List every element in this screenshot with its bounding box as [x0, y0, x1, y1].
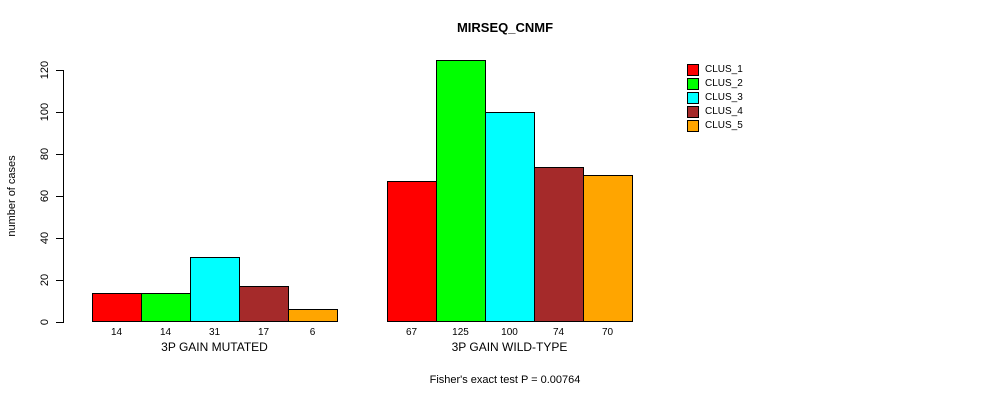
y-tick — [56, 280, 63, 281]
legend-label-clus_4: CLUS_4 — [705, 106, 743, 117]
legend-swatch-clus_4 — [687, 106, 699, 118]
bar-value-label: 6 — [309, 327, 316, 338]
y-tick — [56, 112, 63, 113]
bar-clus_5 — [288, 309, 338, 322]
footnote-pvalue: Fisher's exact test P = 0.00764 — [429, 374, 581, 386]
y-tick-label: 20 — [39, 273, 51, 287]
bar-value-label: 70 — [601, 327, 614, 338]
chart-title: MIRSEQ_CNMF — [456, 20, 554, 35]
y-tick-label: 100 — [39, 102, 51, 122]
legend-swatch-clus_3 — [687, 92, 699, 104]
y-tick — [56, 238, 63, 239]
x-group-label: 3P GAIN WILD-TYPE — [451, 340, 568, 354]
y-tick-label: 60 — [39, 189, 51, 203]
y-axis-label: number of cases — [6, 155, 18, 237]
bar-clus_1 — [387, 181, 437, 322]
y-tick-label: 40 — [39, 231, 51, 245]
bar-value-label: 14 — [110, 327, 123, 338]
y-tick-label: 120 — [39, 60, 51, 80]
bar-clus_4 — [239, 286, 289, 322]
bar-value-label: 67 — [405, 327, 418, 338]
legend-swatch-clus_5 — [687, 120, 699, 132]
legend-label-clus_2: CLUS_2 — [705, 78, 743, 89]
legend-label-clus_1: CLUS_1 — [705, 64, 743, 75]
legend-label-clus_5: CLUS_5 — [705, 120, 743, 131]
bar-value-label: 31 — [208, 327, 221, 338]
bar-clus_3 — [485, 112, 535, 322]
bar-clus_3 — [190, 256, 240, 322]
y-tick-label: 0 — [39, 318, 51, 326]
bar-value-label: 100 — [501, 327, 518, 338]
bar-value-label: 125 — [452, 327, 469, 338]
legend-swatch-clus_1 — [687, 64, 699, 76]
bar-value-label: 74 — [552, 327, 565, 338]
bar-value-label: 17 — [257, 327, 270, 338]
y-tick-label: 80 — [39, 147, 51, 161]
legend-swatch-clus_2 — [687, 78, 699, 90]
y-tick — [56, 154, 63, 155]
legend-label-clus_3: CLUS_3 — [705, 92, 743, 103]
bar-clus_4 — [534, 166, 584, 322]
bar-clus_1 — [92, 292, 142, 322]
bar-clus_2 — [141, 292, 191, 322]
y-axis-line — [63, 70, 64, 323]
y-tick — [56, 322, 63, 323]
y-tick — [56, 70, 63, 71]
bar-clus_5 — [583, 175, 633, 322]
y-tick — [56, 196, 63, 197]
bar-value-label: 14 — [159, 327, 172, 338]
bar-clus_2 — [436, 59, 486, 322]
x-group-label: 3P GAIN MUTATED — [161, 340, 268, 354]
